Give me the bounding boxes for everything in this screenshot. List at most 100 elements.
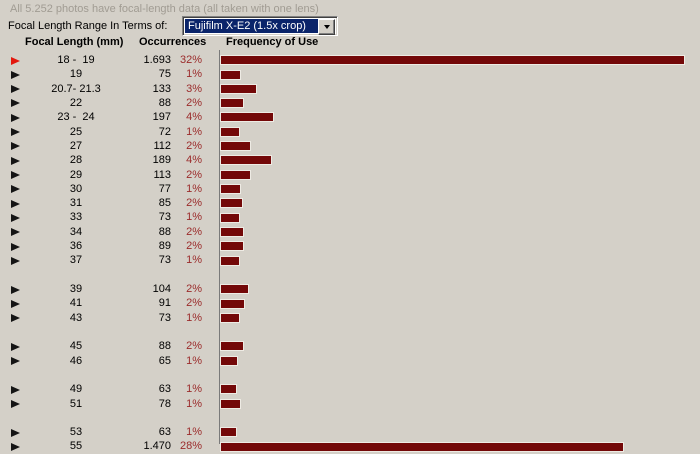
occurrences-cell: 113 (153, 168, 171, 181)
row-arrow-icon[interactable] (11, 357, 20, 366)
table-row[interactable]: 51 78 1% (0, 397, 700, 411)
row-arrow-icon[interactable] (11, 199, 20, 208)
occurrences-cell: 77 (158, 182, 171, 195)
row-arrow-icon[interactable] (11, 400, 20, 408)
row-arrow-icon[interactable] (11, 442, 20, 451)
occurrences-cell: 63 (158, 383, 171, 396)
focal-length-cell: 39 (69, 283, 83, 295)
row-arrow-icon[interactable] (11, 385, 20, 394)
table-row[interactable]: 20.7- 21.3 133 3% (0, 82, 700, 96)
summary-text: All 5.252 photos have focal-length data … (10, 3, 319, 15)
percent-cell: 1% (186, 125, 202, 138)
row-arrow-icon[interactable] (11, 85, 20, 94)
table-row[interactable]: 43 73 1% (0, 311, 700, 325)
percent-cell: 2% (186, 283, 202, 295)
table-row[interactable]: 30 77 1% (0, 182, 700, 196)
table-row[interactable]: 22 88 2% (0, 96, 700, 110)
table-row[interactable]: 28 189 4% (0, 153, 700, 167)
column-header-focal-length: Focal Length (mm) (25, 36, 124, 48)
table-row[interactable]: 23 - 24 197 4% (0, 110, 700, 124)
occurrences-cell: 63 (158, 426, 171, 439)
focal-length-cell: 49 (69, 383, 83, 396)
table-row[interactable]: 53 63 1% (0, 425, 700, 439)
table-row[interactable]: 39 104 2% (0, 282, 700, 296)
frequency-bar (220, 398, 241, 409)
row-arrow-icon[interactable] (11, 256, 20, 265)
occurrences-cell: 88 (158, 340, 171, 353)
focal-length-cell: 30 (69, 182, 83, 195)
row-arrow-icon[interactable] (11, 113, 20, 122)
row-arrow-icon[interactable] (11, 342, 20, 351)
dropdown-button[interactable] (318, 19, 335, 35)
row-arrow-icon[interactable] (11, 156, 20, 165)
table-row[interactable]: 19 75 1% (0, 67, 700, 81)
table-row[interactable]: 37 73 1% (0, 253, 700, 267)
dropdown-selected-value: Fujifilm X-E2 (1.5x crop) (185, 19, 319, 33)
table-row[interactable]: 18 - 19 1.693 32% (0, 53, 700, 67)
selected-row-arrow-icon[interactable] (11, 56, 20, 65)
row-arrow-icon[interactable] (11, 314, 20, 323)
table-row[interactable]: 49 63 1% (0, 382, 700, 396)
occurrences-cell: 104 (152, 283, 171, 295)
frequency-bar (220, 441, 624, 452)
percent-cell: 2% (186, 297, 202, 310)
row-arrow-icon[interactable] (11, 70, 20, 79)
focal-length-cell: 51 (69, 397, 83, 410)
table-row[interactable]: 45 88 2% (0, 339, 700, 353)
focal-length-cell: 43 (69, 311, 83, 324)
focal-length-cell: 33 (69, 211, 83, 224)
percent-cell: 1% (186, 426, 202, 439)
table-row[interactable]: 33 73 1% (0, 210, 700, 224)
percent-cell: 1% (186, 182, 202, 195)
row-arrow-icon[interactable] (11, 171, 20, 179)
frequency-bar (220, 198, 243, 209)
table-row[interactable]: 29 113 2% (0, 168, 700, 182)
table-row[interactable]: 36 89 2% (0, 239, 700, 253)
row-arrow-icon[interactable] (11, 285, 20, 294)
row-arrow-icon[interactable] (11, 428, 20, 437)
frequency-bar (220, 83, 257, 94)
frequency-bar (220, 112, 274, 123)
table-row[interactable]: 31 85 2% (0, 196, 700, 210)
percent-cell: 2% (186, 168, 202, 181)
row-arrow-icon[interactable] (11, 128, 20, 137)
camera-model-dropdown[interactable]: Fujifilm X-E2 (1.5x crop) (182, 16, 338, 36)
row-arrow-icon[interactable] (11, 99, 20, 108)
table-row[interactable]: 34 88 2% (0, 225, 700, 239)
percent-cell: 32% (179, 54, 202, 66)
occurrences-cell: 189 (152, 154, 171, 167)
percent-cell: 1% (186, 311, 202, 324)
spacer-row (0, 368, 700, 382)
percent-cell: 2% (186, 240, 202, 253)
frequency-bar (220, 126, 240, 137)
occurrences-cell: 89 (158, 240, 171, 253)
percent-cell: 1% (186, 68, 202, 81)
table-row[interactable]: 46 65 1% (0, 354, 700, 368)
percent-cell: 2% (186, 139, 202, 152)
table-row[interactable]: 27 112 2% (0, 139, 700, 153)
row-arrow-icon[interactable] (11, 185, 20, 194)
percent-cell: 2% (186, 96, 202, 109)
focal-length-cell: 36 (69, 240, 83, 253)
focal-length-cell: 55 (69, 440, 83, 453)
row-arrow-icon[interactable] (11, 228, 20, 237)
focal-length-cell: 22 (69, 96, 83, 109)
row-arrow-icon[interactable] (11, 213, 20, 222)
table-row[interactable]: 25 72 1% (0, 125, 700, 139)
frequency-bar (220, 69, 241, 80)
table-row[interactable]: 41 91 2% (0, 296, 700, 310)
row-arrow-icon[interactable] (11, 299, 20, 308)
percent-cell: 1% (186, 354, 202, 367)
table-row[interactable]: 55 1.470 28% (0, 439, 700, 453)
row-arrow-icon[interactable] (11, 142, 20, 151)
frequency-bar (220, 241, 244, 252)
spacer-row (0, 325, 700, 339)
focal-length-cell: 41 (69, 297, 83, 310)
occurrences-cell: 73 (158, 211, 171, 224)
percent-cell: 2% (186, 225, 202, 238)
frequency-bar (220, 169, 251, 180)
frequency-bar (220, 341, 244, 352)
focal-length-cell: 27 (69, 139, 83, 152)
frequency-bar (220, 141, 251, 152)
row-arrow-icon[interactable] (11, 242, 20, 251)
